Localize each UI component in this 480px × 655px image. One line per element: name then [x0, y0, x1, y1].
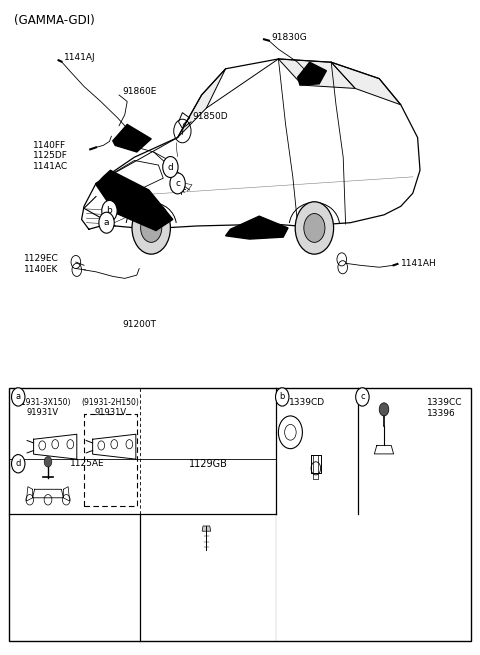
Circle shape: [141, 214, 162, 242]
Polygon shape: [226, 216, 288, 239]
Text: 1141AH: 1141AH: [401, 259, 436, 268]
Circle shape: [12, 455, 25, 473]
Circle shape: [44, 495, 52, 505]
Circle shape: [295, 202, 334, 254]
Text: 13396: 13396: [427, 409, 456, 419]
Text: a: a: [16, 392, 21, 402]
Text: 91850D: 91850D: [192, 112, 228, 121]
Polygon shape: [178, 69, 226, 138]
Polygon shape: [63, 487, 70, 501]
Text: c: c: [175, 179, 180, 188]
Bar: [9, 388, 471, 641]
Circle shape: [44, 457, 52, 467]
Text: d: d: [15, 459, 21, 468]
Text: (91931-2H150): (91931-2H150): [82, 398, 139, 407]
Circle shape: [12, 388, 25, 406]
Circle shape: [163, 157, 178, 178]
Polygon shape: [278, 59, 355, 88]
Text: 1141AC: 1141AC: [33, 162, 68, 171]
Text: d: d: [168, 162, 173, 172]
Text: 1129EC: 1129EC: [24, 254, 59, 263]
Polygon shape: [374, 445, 394, 454]
Text: 1140EK: 1140EK: [24, 265, 59, 274]
Text: a: a: [104, 218, 109, 227]
Circle shape: [379, 403, 389, 416]
Polygon shape: [331, 62, 401, 105]
Circle shape: [304, 214, 325, 242]
Circle shape: [102, 200, 117, 221]
Circle shape: [26, 495, 34, 505]
Text: 1339CC: 1339CC: [427, 398, 463, 407]
Polygon shape: [202, 526, 211, 531]
Circle shape: [356, 388, 369, 406]
Circle shape: [62, 495, 70, 505]
Text: 91931V: 91931V: [26, 408, 58, 417]
Text: (GAMMA-GDI): (GAMMA-GDI): [14, 14, 95, 28]
Text: 91860E: 91860E: [122, 87, 157, 96]
Text: b: b: [107, 206, 112, 215]
Polygon shape: [33, 489, 63, 498]
Text: 1140FF: 1140FF: [33, 141, 66, 150]
Text: 1141AJ: 1141AJ: [64, 53, 96, 62]
Text: 1125DF: 1125DF: [33, 151, 68, 160]
Text: c: c: [360, 392, 365, 402]
Circle shape: [132, 202, 170, 254]
Text: 1129GB: 1129GB: [189, 458, 228, 469]
Circle shape: [99, 212, 114, 233]
Text: 1125AE: 1125AE: [70, 459, 104, 468]
Polygon shape: [96, 170, 173, 231]
Text: 91931V: 91931V: [95, 408, 126, 417]
Polygon shape: [113, 124, 151, 152]
Circle shape: [276, 388, 289, 406]
Polygon shape: [26, 487, 33, 501]
Text: (91931-3X150): (91931-3X150): [13, 398, 71, 407]
Text: 91830G: 91830G: [271, 33, 307, 42]
Circle shape: [170, 173, 185, 194]
Text: 1339CD: 1339CD: [289, 398, 325, 407]
Text: 91200T: 91200T: [122, 320, 156, 329]
Polygon shape: [298, 62, 326, 85]
Text: b: b: [279, 392, 285, 402]
